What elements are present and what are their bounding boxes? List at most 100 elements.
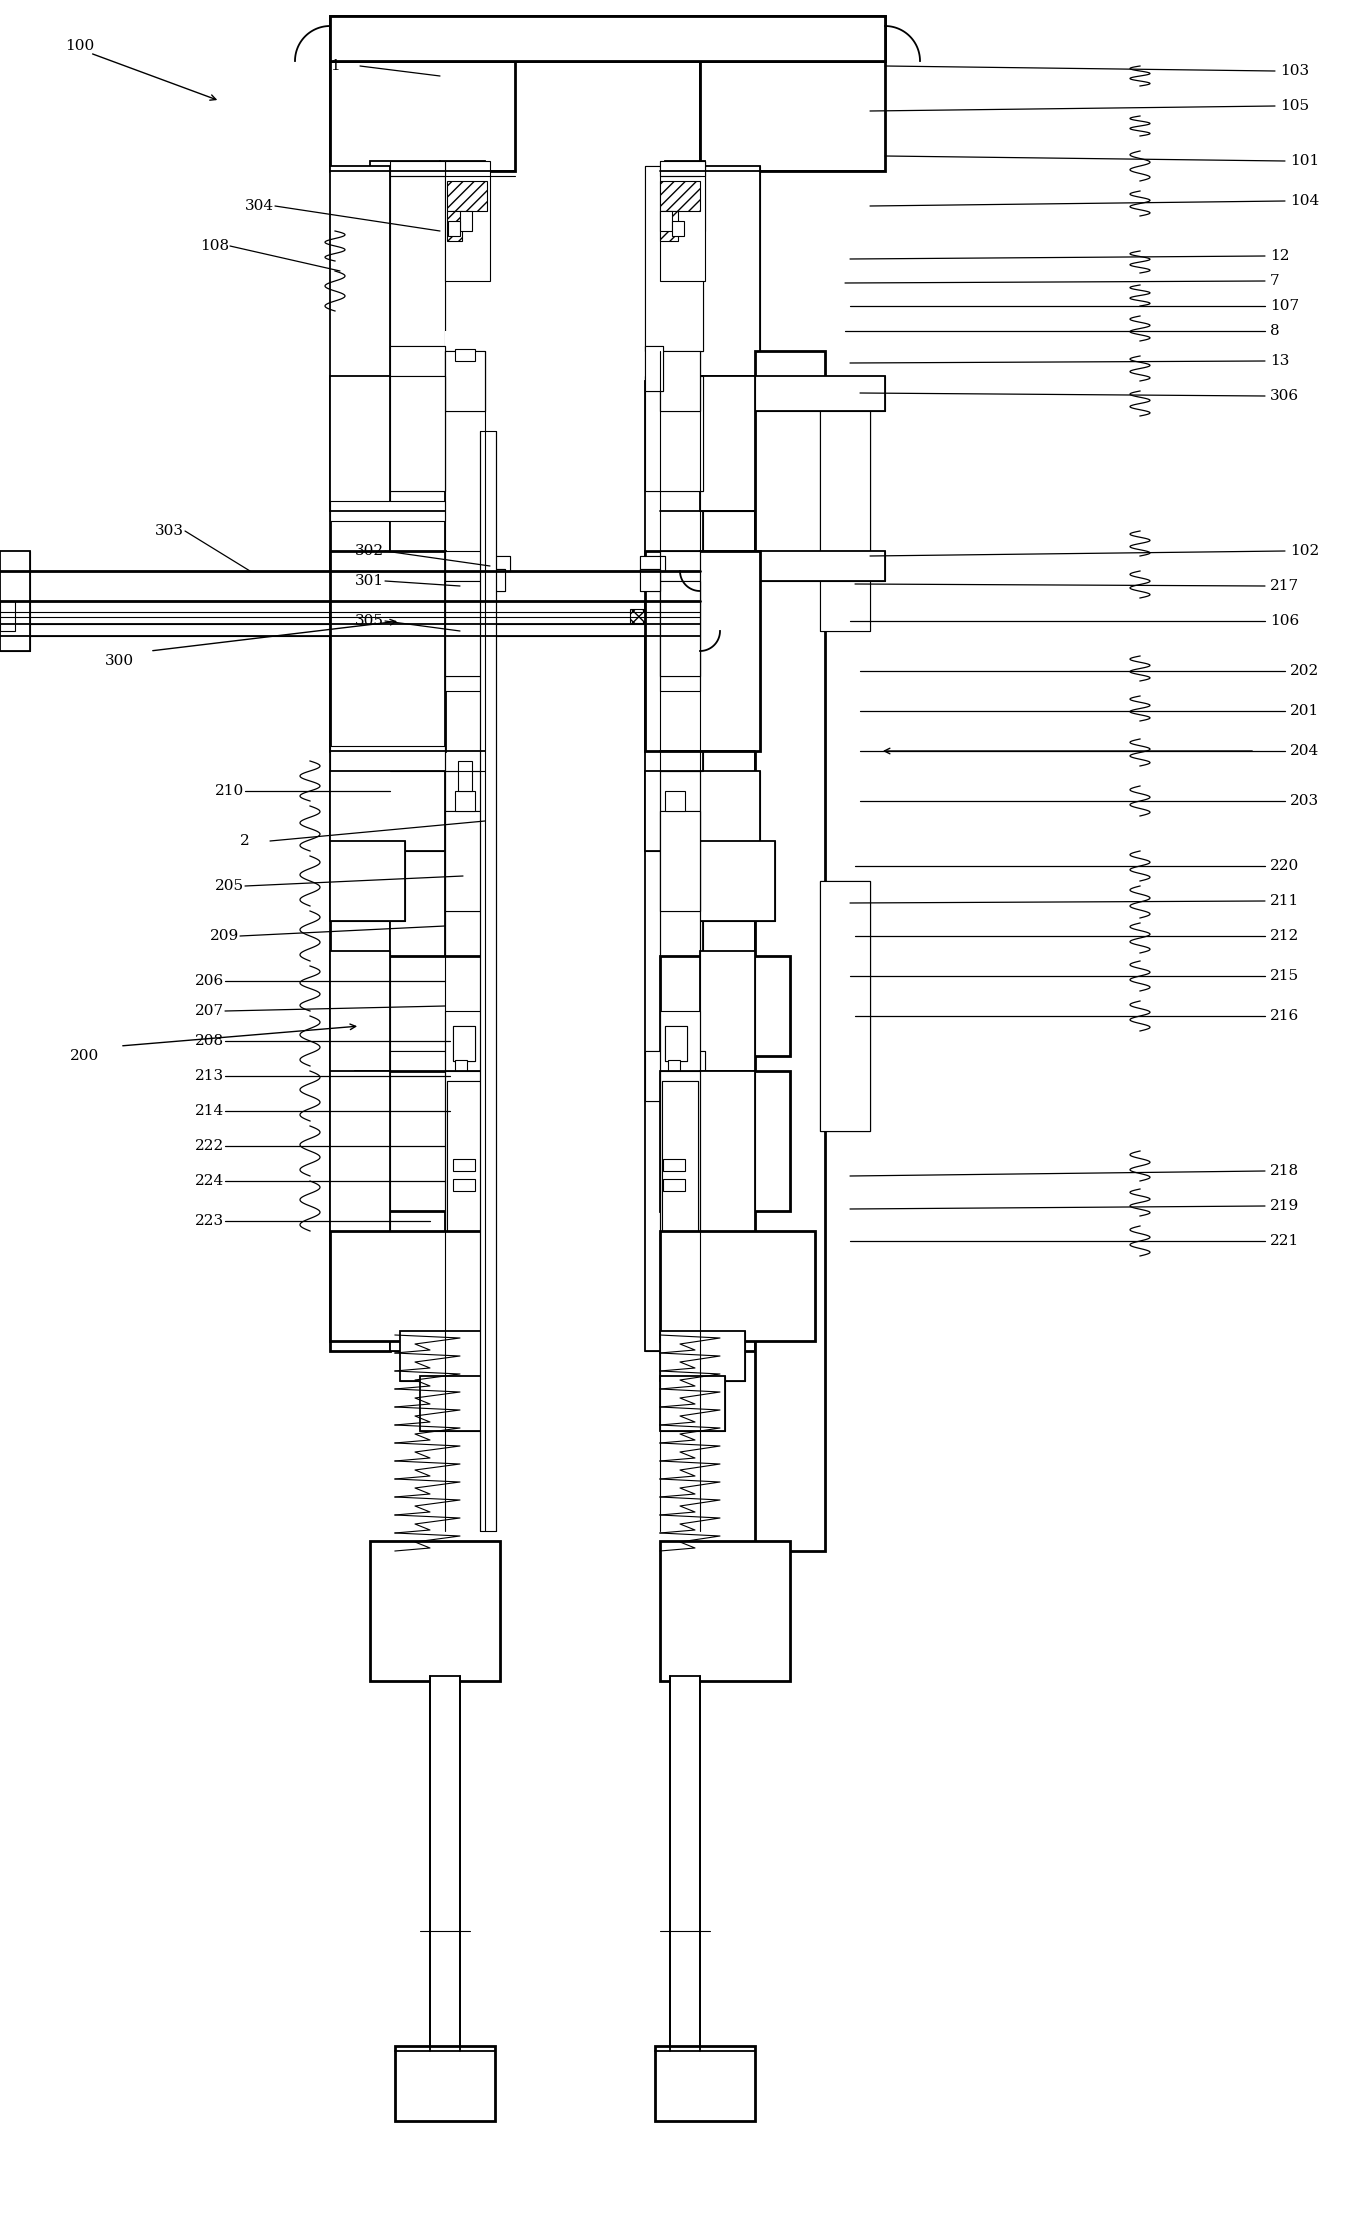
Bar	[330, 377, 391, 511]
Text: 216: 216	[1271, 1008, 1299, 1024]
Bar	[640, 569, 660, 591]
Bar	[700, 950, 755, 1082]
Bar	[660, 212, 678, 241]
Bar	[391, 165, 445, 350]
Text: 213: 213	[195, 1069, 224, 1082]
Text: 100: 100	[65, 38, 95, 54]
Bar	[0, 551, 30, 651]
Text: 108: 108	[199, 239, 229, 252]
Bar	[664, 1026, 687, 1062]
Bar	[660, 1542, 791, 1680]
Bar	[700, 1071, 755, 1240]
Bar	[330, 772, 445, 850]
Bar	[330, 772, 445, 850]
Bar	[439, 161, 485, 232]
Text: 215: 215	[1271, 968, 1299, 984]
Bar	[660, 161, 705, 176]
Bar	[400, 1332, 485, 1381]
Bar	[664, 1026, 687, 1062]
Bar	[660, 580, 700, 676]
Bar	[430, 1675, 460, 2050]
Bar	[330, 1071, 391, 1240]
Bar	[391, 377, 445, 491]
Bar	[445, 330, 485, 1530]
Bar	[330, 841, 405, 921]
Text: 104: 104	[1290, 194, 1319, 207]
Bar	[663, 1178, 685, 1191]
Bar	[700, 60, 885, 172]
Bar	[660, 1071, 791, 1211]
Bar	[391, 1051, 450, 1102]
Text: 222: 222	[195, 1140, 224, 1153]
Bar	[700, 551, 885, 580]
Bar	[645, 551, 759, 752]
Bar	[330, 16, 885, 60]
Bar	[0, 600, 15, 631]
Bar	[330, 745, 445, 772]
Text: 1: 1	[330, 58, 340, 74]
Text: 102: 102	[1290, 544, 1319, 558]
Bar	[445, 1011, 485, 1071]
Bar	[445, 551, 485, 692]
Bar	[660, 1377, 725, 1430]
Bar	[820, 881, 871, 1131]
Bar	[391, 382, 445, 1352]
Bar	[460, 212, 472, 232]
Bar	[700, 165, 759, 382]
Bar	[445, 580, 485, 676]
Text: 103: 103	[1280, 65, 1309, 78]
Bar	[330, 165, 391, 382]
Bar	[645, 346, 663, 390]
Bar	[420, 1377, 485, 1430]
Text: 220: 220	[1271, 859, 1299, 872]
Bar	[660, 1071, 700, 1240]
Bar	[330, 551, 445, 752]
Text: 207: 207	[195, 1004, 224, 1017]
Bar	[395, 2046, 495, 2122]
Bar	[660, 1232, 815, 1341]
Bar	[660, 181, 700, 212]
Bar	[660, 350, 700, 411]
Bar	[445, 350, 485, 411]
Bar	[820, 382, 871, 631]
Text: 205: 205	[216, 879, 244, 892]
Bar	[660, 1542, 791, 1680]
Bar	[485, 556, 510, 571]
Bar	[370, 161, 439, 241]
Bar	[655, 2046, 755, 2122]
Bar	[664, 161, 705, 232]
Bar	[660, 330, 700, 1530]
Bar	[0, 551, 30, 651]
Bar	[645, 346, 663, 390]
Bar	[664, 792, 685, 812]
Bar	[662, 1082, 698, 1232]
Bar	[640, 569, 660, 591]
Bar	[391, 377, 445, 491]
Bar	[755, 350, 824, 1551]
Bar	[700, 1071, 755, 1240]
Bar	[640, 556, 664, 571]
Bar	[355, 957, 485, 1055]
Bar	[670, 1675, 700, 2050]
Bar	[330, 382, 391, 1352]
Bar	[640, 556, 664, 571]
Bar	[445, 161, 490, 281]
Bar	[660, 551, 700, 692]
Text: 209: 209	[210, 928, 239, 944]
Bar	[445, 580, 485, 676]
Bar	[673, 221, 683, 236]
Text: 12: 12	[1271, 250, 1290, 263]
Bar	[0, 571, 700, 600]
Bar	[645, 377, 702, 491]
Bar	[355, 957, 485, 1055]
Bar	[456, 792, 475, 812]
Bar	[458, 761, 472, 792]
Bar	[330, 60, 515, 172]
Text: 219: 219	[1271, 1198, 1299, 1214]
Bar	[660, 161, 705, 281]
Bar	[662, 1082, 698, 1232]
Bar	[405, 609, 460, 622]
Bar	[660, 812, 700, 910]
Text: 214: 214	[195, 1104, 224, 1118]
Text: 206: 206	[195, 975, 224, 988]
